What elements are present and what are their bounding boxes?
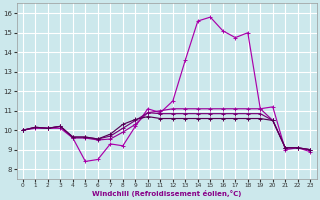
X-axis label: Windchill (Refroidissement éolien,°C): Windchill (Refroidissement éolien,°C) <box>92 190 241 197</box>
